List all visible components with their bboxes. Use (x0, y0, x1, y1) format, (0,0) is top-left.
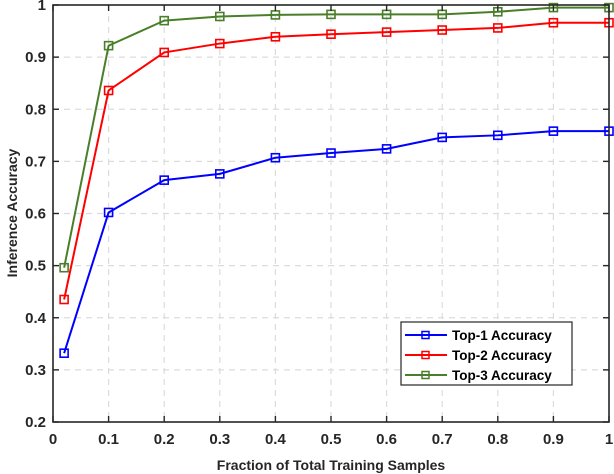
x-tick-label: 0.5 (321, 431, 342, 448)
y-tick-label: 1 (38, 0, 46, 14)
data-point-marker (59, 262, 69, 273)
legend-entry-2: Top-2 Accuracy (405, 348, 552, 363)
data-point-marker (59, 348, 69, 358)
data-point-marker (215, 11, 225, 22)
data-point-marker (548, 2, 559, 13)
data-point-marker (381, 27, 392, 37)
x-tick-label: 0.1 (98, 431, 119, 448)
x-tick-label: 1 (605, 431, 613, 448)
data-point-marker (492, 23, 503, 33)
x-tick-label: 0.4 (265, 431, 287, 448)
data-point-marker (381, 144, 392, 154)
legend-entry-3: Top-3 Accuracy (405, 368, 552, 383)
data-point-marker (59, 294, 69, 305)
legend-label: Top-3 Accuracy (452, 368, 552, 383)
y-tick-labels: 0.2 0.3 0.4 0.5 0.6 0.7 0.8 0.9 1 (25, 0, 47, 431)
legend: Top-1 Accuracy Top-2 Accuracy Top-3 Accura… (400, 321, 573, 386)
data-point-marker (548, 17, 559, 28)
legend-label: Top-2 Accuracy (452, 348, 552, 363)
x-tick-labels: 0 0.1 0.2 0.3 0.4 0.5 0.6 0.7 0.8 0.9 1 (49, 431, 613, 448)
x-tick-label: 0.3 (209, 431, 230, 448)
y-tick-label: 0.4 (25, 310, 47, 327)
data-point-marker (103, 85, 114, 96)
x-axis-title: Fraction of Total Training Samples (217, 457, 446, 473)
x-tick-label: 0.8 (487, 431, 508, 448)
legend-marker-icon (421, 330, 430, 340)
data-point-marker (103, 207, 114, 218)
y-tick-label: 0.8 (25, 101, 46, 118)
legend-label: Top-1 Accuracy (452, 328, 552, 343)
data-point-marker (103, 40, 114, 51)
data-point-marker (215, 169, 225, 179)
x-tick-label: 0.6 (376, 431, 397, 448)
y-tick-label: 0.9 (25, 49, 46, 66)
legend-entry-1: Top-1 Accuracy (405, 328, 552, 343)
data-point-marker (326, 148, 336, 158)
y-axis-title: Inference Accuracy (4, 148, 20, 277)
x-tick-label: 0.9 (543, 431, 564, 448)
data-point-marker (270, 31, 281, 42)
x-tick-label: 0.2 (154, 431, 175, 448)
data-point-marker (215, 38, 225, 49)
series-3 (59, 2, 614, 273)
y-tick-label: 0.7 (25, 153, 46, 170)
data-point-marker (492, 130, 503, 141)
data-point-marker (437, 132, 448, 143)
series-line (63, 21, 609, 300)
data-point-marker (437, 25, 448, 35)
series-line (63, 6, 609, 268)
data-point-marker (326, 29, 336, 39)
y-tick-label: 0.5 (25, 258, 46, 275)
data-point-marker (270, 152, 281, 163)
data-point-marker (159, 15, 169, 26)
x-tick-label: 0.7 (432, 431, 453, 448)
y-tick-label: 0.3 (25, 362, 46, 379)
x-tick-label: 0 (49, 431, 57, 448)
data-point-marker (159, 47, 169, 58)
grid-lines (53, 5, 609, 422)
axes (52, 4, 610, 423)
y-tick-label: 0.6 (25, 206, 46, 223)
legend-marker-icon (421, 370, 430, 380)
data-series (59, 2, 614, 358)
data-point-marker (159, 175, 169, 185)
series-line (63, 130, 609, 354)
data-point-marker (548, 126, 559, 136)
series-1 (59, 126, 614, 358)
legend-marker-icon (421, 350, 430, 360)
y-tick-label: 0.2 (25, 414, 46, 431)
